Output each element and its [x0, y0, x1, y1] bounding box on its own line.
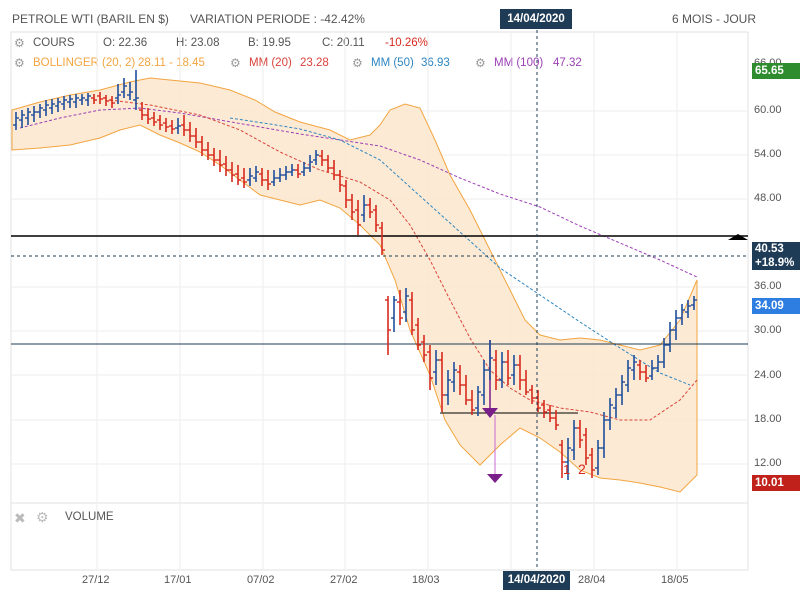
y-tick-12: 12.00: [754, 457, 782, 469]
y-tick-30: 30.00: [754, 324, 782, 336]
gear-icon[interactable]: ⚙: [230, 56, 241, 70]
x-tick-2804: 28/04: [578, 574, 606, 586]
gear-icon[interactable]: ⚙: [14, 56, 25, 70]
x-tick-2712: 27/12: [82, 574, 110, 586]
cours-label: COURS: [33, 37, 75, 49]
mm100-value: 47.32: [553, 57, 582, 69]
mm20-value: 23.28: [300, 57, 329, 69]
volume-label: VOLUME: [65, 511, 114, 523]
crosshair-date-top: 14/04/2020: [500, 9, 572, 29]
level-price-tag: 40.53 +18.9%: [752, 242, 800, 270]
mm20-label: MM (20): [249, 57, 292, 69]
bottom-price-tag: 10.01: [752, 475, 800, 491]
level-price: 40.53: [755, 243, 784, 255]
y-tick-36: 36.00: [754, 280, 782, 292]
y-tick-60: 60.00: [754, 104, 782, 116]
period-variation: VARIATION PERIODE : -42.42%: [190, 12, 365, 26]
close-icon[interactable]: ✖: [14, 510, 26, 526]
candles[interactable]: [13, 70, 697, 480]
x-tick-2702: 27/02: [330, 574, 358, 586]
y-tick-24: 24.00: [754, 369, 782, 381]
y-tick-54: 54.00: [754, 148, 782, 160]
x-tick-1805: 18/05: [661, 574, 689, 586]
chart-title: PETROLE WTI (BARIL EN $): [12, 12, 169, 26]
mm50-line: [229, 117, 691, 386]
mm100-line: [19, 107, 698, 278]
gear-icon[interactable]: ⚙: [475, 56, 486, 70]
x-tick-1701: 17/01: [164, 574, 192, 586]
gear-icon[interactable]: ⚙: [14, 36, 25, 50]
wave-label-1: 1: [563, 462, 571, 477]
gear-icon[interactable]: ⚙: [36, 509, 49, 525]
gear-icon[interactable]: ⚙: [352, 56, 363, 70]
wave-label-2: 2: [578, 461, 586, 477]
y-tick-48: 48.00: [754, 192, 782, 204]
x-tick-1803: 18/03: [412, 574, 440, 586]
last-price-tag: 34.09: [752, 298, 800, 314]
high-value: H: 23.08: [176, 37, 220, 49]
bollinger-values: 28.11 - 18.45: [138, 57, 205, 69]
arrow-down-icon: [487, 474, 503, 483]
volume-panel: [10, 502, 749, 571]
alert-arrow-icon[interactable]: [728, 234, 748, 240]
mm50-label: MM (50): [371, 57, 414, 69]
range-selector[interactable]: 6 MOIS - JOUR: [672, 12, 757, 26]
x-tick-0702: 07/02: [247, 574, 275, 586]
mm100-label: MM (100): [494, 57, 544, 69]
arrow-down-icon: [482, 408, 498, 418]
crosshair-date-bottom: 14/04/2020: [503, 571, 570, 590]
level-change: +18.9%: [755, 257, 795, 269]
y-tick-18: 18.00: [754, 413, 782, 425]
low-value: B: 19.95: [248, 37, 291, 49]
open-value: O: 22.36: [103, 37, 148, 49]
top-price-tag: 65.65: [752, 63, 800, 79]
close-value: C: 20.11: [322, 37, 365, 49]
bollinger-label: BOLLINGER (20, 2): [33, 57, 136, 69]
change-value: -10.26%: [385, 37, 428, 49]
